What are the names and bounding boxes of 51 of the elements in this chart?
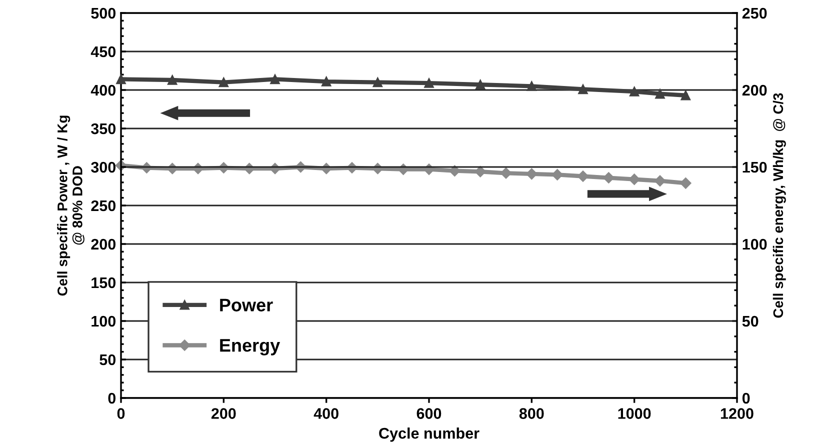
point (552, 169, 563, 180)
point (270, 74, 280, 84)
legend-label: Power (220, 298, 273, 312)
y-tick-label: 0 (108, 392, 116, 404)
point (603, 172, 614, 184)
point (475, 80, 486, 90)
point (629, 86, 640, 96)
point (680, 90, 691, 100)
point (398, 164, 409, 175)
y2-tick-label: 150 (742, 162, 767, 173)
y-tick-label: 150 (92, 277, 116, 288)
point (424, 78, 434, 88)
point (578, 84, 588, 94)
y2-tick-label: 50 (742, 316, 758, 327)
point (628, 174, 640, 185)
y-tick-label: 300 (91, 162, 116, 173)
y2-axis-title: Cell specific energy, Wh/kg @ C/3 (772, 93, 786, 318)
y-tick-label: 400 (90, 84, 116, 96)
point (680, 178, 692, 189)
point (167, 75, 178, 85)
y-tick-label: 500 (91, 8, 116, 19)
y2-tick-label: 0 (742, 392, 750, 404)
y-tick-label: 100 (92, 316, 116, 327)
x-axis-title: Cycle number (379, 428, 480, 442)
legend-label: Energy (220, 339, 280, 356)
point (218, 77, 229, 88)
point (526, 81, 537, 92)
x-tick-label: 600 (416, 408, 442, 419)
y-tick-label: 450 (90, 46, 116, 58)
y-tick-label: 250 (91, 200, 116, 212)
x-tick-label: 800 (519, 408, 544, 419)
point (295, 161, 306, 173)
y-tick-label: 200 (91, 238, 116, 250)
point (654, 175, 666, 186)
point (372, 77, 383, 88)
y-tick-label: 50 (100, 354, 116, 366)
point (320, 162, 332, 174)
x-tick-label: 400 (314, 408, 338, 419)
x-tick-label: 1000 (618, 408, 651, 419)
y2-tick-label: 200 (742, 84, 767, 96)
point (321, 76, 332, 86)
point (655, 88, 665, 99)
point (526, 168, 538, 180)
y-axis-title: Cell specific Power , W / Kg @ 80% DOD (57, 116, 84, 296)
y2-tick-label: 100 (742, 238, 767, 250)
x-tick-label: 200 (211, 408, 236, 419)
point (116, 74, 126, 84)
y2-tick-label: 250 (742, 8, 767, 19)
x-tick-label: 0 (117, 408, 125, 419)
y-tick-label: 350 (91, 123, 116, 134)
x-tick-label: 1200 (720, 408, 754, 419)
